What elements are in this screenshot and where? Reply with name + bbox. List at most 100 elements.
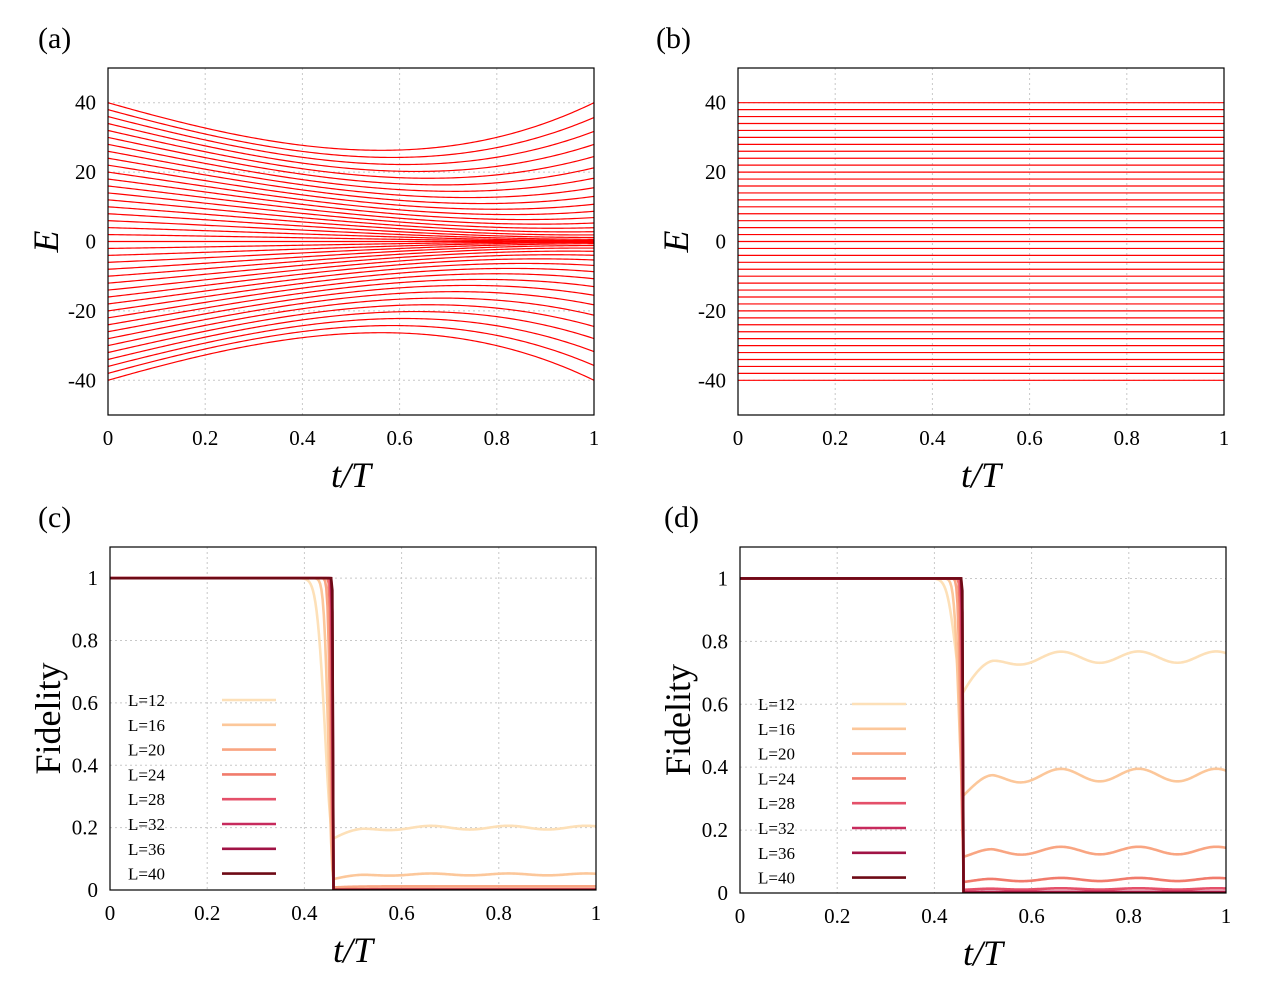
energy-level-line (108, 284, 594, 333)
energy-level-line (108, 332, 594, 381)
plot-frame (737, 67, 1225, 416)
energy-level-line (108, 199, 594, 233)
fidelity-series-L=28 (740, 577, 1226, 892)
energy-level-line (108, 129, 594, 179)
x-axis-label: t/T (963, 933, 1006, 973)
y-tick-label: 0.6 (702, 692, 728, 716)
energy-level-line (108, 247, 594, 277)
y-axis-label: Fidelity (28, 662, 68, 774)
legend-label: L=20 (128, 741, 165, 760)
y-tick-label: 0.6 (72, 691, 98, 715)
x-tick-label: 1 (589, 426, 600, 450)
y-tick-label: -40 (68, 368, 96, 392)
panel-a: (a) 0 0.2 0.4 0.6 0.8 1 40 20 0 -20 -40 t/T E (26, 22, 599, 495)
energy-level-line (108, 143, 594, 192)
x-tick-label: 0 (103, 426, 114, 450)
energy-level-line (108, 254, 594, 291)
legend-label: L=16 (758, 720, 795, 739)
panel-b: (b) 0 0.2 0.4 0.6 0.8 1 40 20 0 -20 -40 t/T E (656, 22, 1229, 495)
legend-label: L=24 (128, 765, 165, 784)
x-tick-label: 0.2 (822, 426, 848, 450)
x-tick-label: 0.8 (1114, 426, 1140, 450)
energy-level-line (108, 213, 594, 239)
energy-level-line (108, 164, 594, 210)
energy-level-line (108, 291, 594, 340)
x-tick-label: 0.6 (386, 426, 412, 450)
series-group (740, 577, 1226, 893)
y-tick-label: 20 (705, 160, 726, 184)
x-tick-label: 1 (591, 901, 602, 925)
legend-label: L=36 (758, 844, 795, 863)
energy-level-line (108, 192, 594, 229)
fidelity-series-L=20 (110, 576, 596, 889)
x-tick-label: 0.8 (486, 901, 512, 925)
fidelity-series-L=40 (740, 577, 1226, 893)
energy-level-line (108, 297, 594, 347)
x-tick-label: 1 (1219, 426, 1230, 450)
x-tick-label: 0.4 (921, 904, 948, 928)
fidelity-series-L=28 (110, 576, 596, 890)
legend-label: L=32 (128, 815, 165, 834)
legend: L=12 L=16 L=20 L=24 L=28 L=32 L=36 L=40 (758, 695, 906, 888)
energy-level-line (108, 241, 594, 250)
panel-label-b: (b) (656, 22, 691, 55)
energy-level-line (108, 258, 594, 298)
series-group (110, 576, 596, 890)
fidelity-series-L=12 (110, 576, 596, 841)
energy-level-line (108, 278, 594, 326)
x-axis-label: t/T (333, 930, 376, 970)
energy-level-line (108, 206, 594, 236)
energy-level-line (108, 243, 594, 263)
x-axis-label: t/T (331, 455, 374, 495)
x-tick-label: 0.2 (192, 426, 218, 450)
legend-label: L=32 (758, 819, 795, 838)
fidelity-series-L=16 (110, 576, 596, 881)
y-tick-label: 20 (75, 160, 96, 184)
panel-label-a: (a) (38, 22, 71, 55)
series-group (108, 102, 594, 381)
x-tick-label: 0 (105, 901, 116, 925)
x-tick-label: 0 (735, 904, 746, 928)
fidelity-series-L=12 (740, 577, 1226, 694)
panel-label-d: (d) (664, 501, 699, 534)
energy-level-line (108, 267, 594, 312)
energy-level-line (108, 241, 594, 256)
x-tick-label: 0.6 (1016, 426, 1042, 450)
y-tick-label: -20 (68, 299, 96, 323)
fidelity-series-L=16 (740, 577, 1226, 799)
x-tick-label: 0.8 (484, 426, 510, 450)
energy-level-line (108, 109, 594, 159)
y-tick-label: 0.8 (702, 629, 728, 653)
energy-level-line (108, 324, 594, 374)
energy-level-line (108, 227, 594, 242)
energy-level-line (108, 310, 594, 361)
fidelity-series-L=40 (110, 576, 596, 890)
fidelity-series-L=24 (110, 576, 596, 890)
energy-level-line (108, 157, 594, 205)
x-tick-label: 1 (1221, 904, 1232, 928)
y-tick-label: 0.8 (72, 629, 98, 653)
plot-frame (109, 546, 597, 891)
fidelity-series-L=32 (740, 577, 1226, 893)
y-tick-label: -40 (698, 368, 726, 392)
panel-c: (c) 0 0.2 0.4 0.6 0.8 1 1 0.8 0.6 0.4 0.2 0 t/T Fideli… (28, 501, 601, 970)
legend-label: L=24 (758, 769, 795, 788)
fidelity-series-L=36 (110, 576, 596, 890)
energy-level-line (108, 317, 594, 368)
energy-level-line (108, 122, 594, 173)
legend: L=12 L=16 L=20 L=24 L=28 L=32 L=36 L=40 (128, 691, 276, 884)
series-group (738, 102, 1224, 381)
y-tick-label: 0 (716, 230, 727, 254)
x-tick-label: 0.6 (388, 901, 414, 925)
x-tick-label: 0.4 (919, 426, 946, 450)
x-tick-label: 0.8 (1116, 904, 1142, 928)
y-axis-label: E (656, 231, 696, 254)
energy-level-line (108, 244, 594, 270)
legend-label: L=40 (758, 869, 795, 888)
energy-level-line (108, 250, 594, 284)
y-tick-label: 0.2 (72, 816, 98, 840)
energy-level-line (108, 102, 594, 151)
x-tick-label: 0.2 (194, 901, 220, 925)
legend-label: L=12 (758, 695, 795, 714)
